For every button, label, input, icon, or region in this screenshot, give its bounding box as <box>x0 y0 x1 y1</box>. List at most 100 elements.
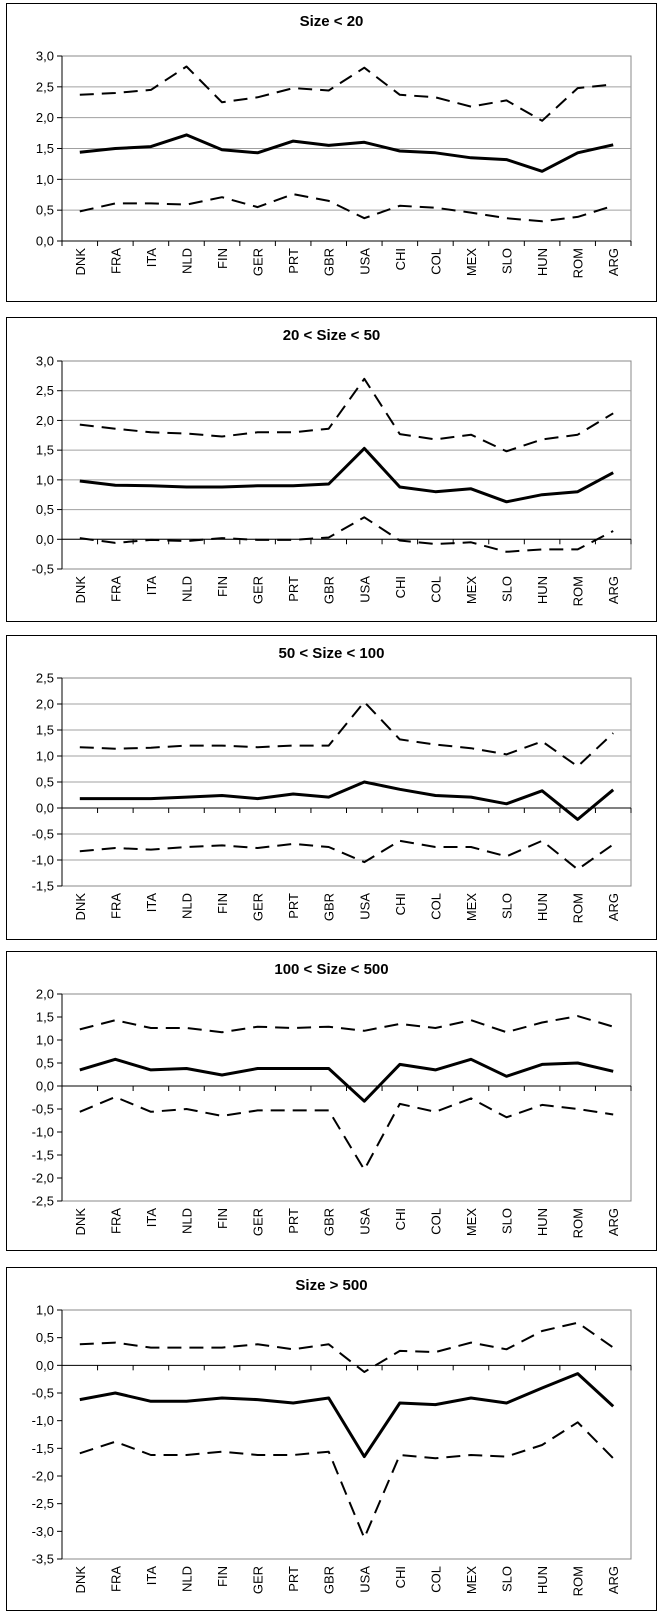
x-tick-label: ITA <box>144 248 159 268</box>
x-tick-label: PRT <box>286 1566 301 1592</box>
y-tick-label: -1,0 <box>32 1125 54 1140</box>
plot-area <box>61 993 632 1202</box>
x-tick-label: GBR <box>322 1208 337 1236</box>
y-tick-label: 2,5 <box>36 383 54 398</box>
x-tick-label: CHI <box>393 1566 408 1588</box>
series-line-band-1 <box>79 700 614 768</box>
x-tick-label: NLD <box>179 1208 194 1234</box>
x-tick-label: FIN <box>215 576 230 597</box>
x-tick-label: USA <box>357 1208 372 1235</box>
chart-title: Size > 500 <box>295 1277 367 1294</box>
x-tick-label: HUN <box>535 1208 550 1236</box>
x-tick-label: HUN <box>535 576 550 604</box>
x-tick-label: FRA <box>108 1566 123 1592</box>
x-tick-label: USA <box>357 248 372 275</box>
chart-svg-5: Size > 500 -3,5 -3,0 -2,5 -2,0 -1,5 -1,0 -0,5 0,… <box>32 1277 632 1596</box>
x-tick-label: ITA <box>144 1208 159 1228</box>
chart-svg-4: 100 < Size < 500 -2,5 -2,0 -1,5 -1,0 -0,5 0,0 0… <box>32 961 632 1238</box>
y-tick-label: 1,5 <box>36 141 54 156</box>
x-tick-label: NLD <box>179 576 194 602</box>
y-tick-label: -3,5 <box>32 1552 54 1567</box>
x-tick-label: MEX <box>464 248 479 277</box>
y-tick-label: 0,0 <box>36 532 54 547</box>
x-tick-label: CHI <box>393 893 408 915</box>
x-tick-label: MEX <box>464 893 479 922</box>
y-tick-label: 1,0 <box>36 749 54 764</box>
x-tick-label: ITA <box>144 576 159 596</box>
x-tick-label: NLD <box>179 893 194 919</box>
y-tick-label: -1,5 <box>32 879 54 894</box>
x-tick-label: ROM <box>571 576 586 606</box>
x-tick-label: ARG <box>606 893 621 921</box>
y-tick-label: 3,0 <box>36 49 54 64</box>
y-tick-label: 1,0 <box>36 1033 54 1048</box>
x-tick-label: DNK <box>73 248 88 276</box>
x-tick-label: USA <box>357 1566 372 1593</box>
chart-title: Size < 20 <box>300 13 364 30</box>
x-tick-label: CHI <box>393 576 408 598</box>
y-tick-label: 2,5 <box>36 671 54 686</box>
y-tick-label: 3,0 <box>36 354 54 369</box>
y-tick-label: 0,0 <box>36 1358 54 1373</box>
y-tick-label: -0,5 <box>32 1386 54 1401</box>
x-tick-label: FIN <box>215 1566 230 1587</box>
series-line-mean-2 <box>79 133 614 173</box>
x-tick-label: GER <box>251 1566 266 1594</box>
chart-title: 20 < Size < 50 <box>283 327 381 344</box>
x-tick-label: ITA <box>144 1566 159 1586</box>
x-tick-label: ARG <box>606 576 621 604</box>
series-line-mean-2 <box>79 1372 615 1459</box>
x-tick-label: ROM <box>571 1566 586 1596</box>
x-tick-label: COL <box>428 1208 443 1235</box>
y-tick-label: 0,0 <box>36 1079 54 1094</box>
x-tick-label: SLO <box>500 1566 515 1592</box>
x-tick-label: FIN <box>215 248 230 269</box>
y-tick-label: -2,5 <box>32 1194 54 1209</box>
series-line-band-3 <box>79 193 614 223</box>
x-tick-label: MEX <box>464 1208 479 1237</box>
x-tick-label: FRA <box>108 893 123 919</box>
y-tick-label: 0,0 <box>36 801 54 816</box>
x-tick-label: ROM <box>571 1208 586 1238</box>
y-tick-label: -1,5 <box>32 1148 54 1163</box>
x-tick-label: ROM <box>571 893 586 923</box>
y-tick-label: -0,5 <box>32 827 54 842</box>
x-tick-label: PRT <box>286 576 301 602</box>
x-tick-label: COL <box>428 1566 443 1593</box>
series-line-band-1 <box>79 377 614 453</box>
x-tick-label: DNK <box>73 1566 88 1594</box>
y-tick-label: 0,0 <box>36 234 54 249</box>
chart-panel-3: 50 < Size < 100 -1,5 -1,0 -0,5 0,0 0,5 1,0 1,5 2… <box>6 635 657 940</box>
chart-svg-3: 50 < Size < 100 -1,5 -1,0 -0,5 0,0 0,5 1,0 1,5 2… <box>32 645 632 923</box>
x-tick-label: ITA <box>144 893 159 913</box>
x-tick-label: CHI <box>393 1208 408 1230</box>
x-tick-label: GER <box>251 893 266 921</box>
y-tick-label: 2,0 <box>36 987 54 1002</box>
x-tick-label: HUN <box>535 1566 550 1594</box>
x-tick-label: ROM <box>571 248 586 278</box>
y-tick-label: -2,5 <box>32 1496 54 1511</box>
y-tick-label: 0,5 <box>36 1330 54 1345</box>
x-tick-label: SLO <box>500 248 515 274</box>
y-tick-label: 2,5 <box>36 79 54 94</box>
y-tick-label: 2,0 <box>36 110 54 125</box>
x-tick-label: SLO <box>500 576 515 602</box>
y-tick-label: -1,5 <box>32 1441 54 1456</box>
x-tick-label: DNK <box>73 1208 88 1236</box>
x-tick-label: USA <box>357 893 372 920</box>
chart-panel-5: Size > 500 -3,5 -3,0 -2,5 -2,0 -1,5 -1,0 -0,5 0,… <box>6 1267 657 1611</box>
x-tick-label: HUN <box>535 893 550 921</box>
y-tick-label: 0,5 <box>36 1056 54 1071</box>
y-tick-label: 0,5 <box>36 502 54 517</box>
chart-panel-2: 20 < Size < 50 -0,5 0,0 0,5 1,0 1,5 2,0 2,5 3,0 D… <box>6 317 657 622</box>
x-tick-label: HUN <box>535 248 550 276</box>
x-tick-label: GBR <box>322 248 337 276</box>
series-line-band-1 <box>79 1321 614 1373</box>
y-tick-label: -3,0 <box>32 1524 54 1539</box>
y-tick-label: -2,0 <box>32 1171 54 1186</box>
x-tick-label: PRT <box>286 1208 301 1234</box>
y-tick-label: 2,0 <box>36 413 54 428</box>
chart-panel-1: Size < 20 0,0 0,5 1,0 1,5 2,0 2,5 3,0 DNK FRA ITA N… <box>6 3 657 302</box>
y-tick-label: 1,5 <box>36 723 54 738</box>
x-tick-label: GBR <box>322 893 337 921</box>
